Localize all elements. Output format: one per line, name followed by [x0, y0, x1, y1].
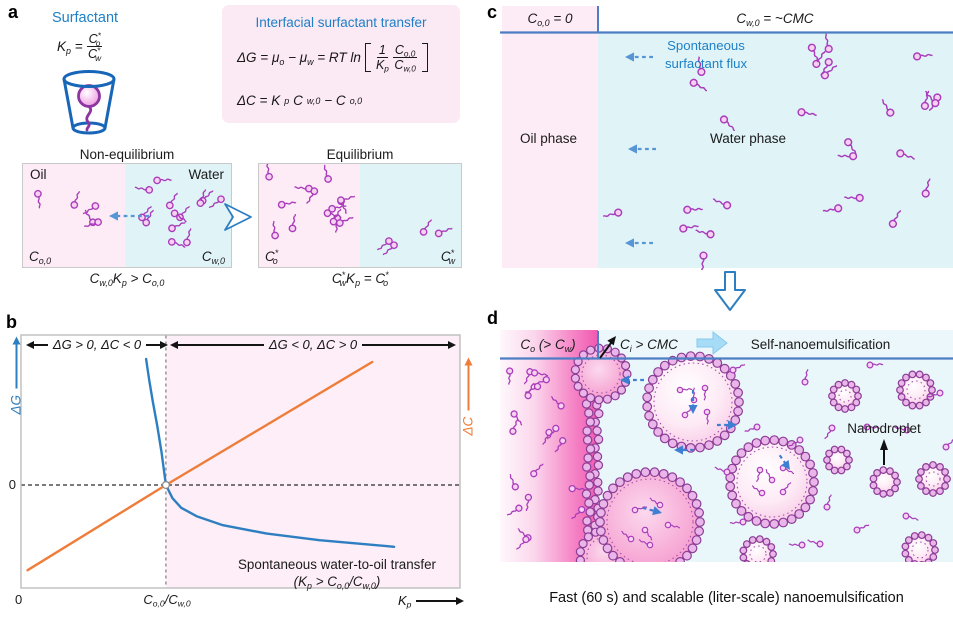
right-transition-arrow-icon: [224, 203, 252, 231]
x-axis-label: Kp: [398, 593, 464, 609]
non-equilibrium-molecules: [34, 176, 226, 250]
plot-background: [21, 335, 460, 588]
surfactant-label: Surfactant: [51, 10, 119, 26]
x-tick-co0-cw0: Co,0/Cw,0: [143, 592, 191, 609]
region-left-annotation: ΔG > 0, ΔC < 0: [26, 337, 168, 352]
delta-g-axis-arrow: [15, 338, 17, 389]
water-label: Water: [188, 167, 224, 182]
panel-d-caption: Fast (60 s) and scalable (liter-scale) n…: [549, 590, 904, 606]
right-arrow-line: [362, 340, 456, 349]
right-arrow-line: [146, 340, 168, 349]
equilibrium-title: Equilibrium: [326, 147, 394, 162]
oil-eq-concentration-label: C*o: [265, 248, 279, 266]
header-oil-concentration: Co,0 = 0: [527, 11, 573, 28]
down-transition-arrow-icon: [714, 271, 746, 311]
non-equilibrium-box: Oil Water Co,0 Cw,0: [22, 163, 232, 268]
zero-y-tick: 0: [8, 477, 16, 492]
header-left-cell-bg: [502, 6, 598, 33]
transfer-equation-box: Interfacial surfactant transfer ΔG = μo …: [222, 5, 460, 123]
d-interface-concentration: Ci > CMC: [620, 337, 678, 354]
non-equilibrium-title: Non-equilibrium: [79, 147, 175, 162]
surfactant-cup-icon: [62, 70, 116, 135]
nanodroplet-label: Nanodroplet: [847, 421, 921, 436]
d-header-right-bg: [598, 330, 953, 358]
oil-phase-bg: [502, 33, 598, 268]
delta-g-equation: ΔG = μo − μw = RT ln 1 Kp Co,0 Cw,0: [237, 43, 429, 74]
oil-phase-label: Oil phase: [519, 131, 578, 146]
left-bracket: [364, 43, 371, 72]
region-right-annotation: ΔG < 0, ΔC > 0: [170, 337, 456, 352]
zero-x-tick: 0: [15, 592, 23, 607]
kp-equation: Kp = C*o C*w: [57, 31, 103, 63]
delta-c-axis-arrow: [467, 359, 469, 411]
oil-label: Oil: [30, 167, 47, 182]
kp-equation-lhs: Kp =: [57, 39, 83, 56]
plot-frame: [20, 334, 461, 589]
equilibrium-condition: C*wKp = C*o: [331, 270, 389, 288]
d-oil-concentration: Co (> Cw): [520, 337, 576, 354]
header-water-concentration: Cw,0 = ~CMC: [736, 11, 814, 28]
transfer-box-title: Interfacial surfactant transfer: [255, 15, 427, 30]
self-nanoemulsification-arrow-icon: [696, 330, 728, 356]
y-axis-right-label: ΔC: [461, 359, 476, 436]
water-eq-concentration-label: C*w: [440, 248, 455, 266]
panel-d-graphic: [500, 330, 953, 562]
panel-c-label: c: [487, 2, 498, 22]
water-phase-label: Water phase: [709, 131, 787, 146]
interface-pointer-arrowhead: [607, 336, 616, 346]
kp-axis-arrow: [416, 596, 464, 605]
left-arrow-line: [26, 340, 48, 349]
right-bracket: [422, 43, 429, 72]
plot-curves: [26, 357, 396, 572]
equilibrium-box: C*o C*w: [258, 163, 462, 268]
interface-pointer-arrow: [599, 342, 612, 359]
water-concentration-label: Cw,0: [201, 249, 225, 266]
kp-equation-fraction: C*o C*w: [86, 31, 103, 63]
non-equilibrium-condition: Cw,0Kp > Co,0: [89, 271, 165, 288]
panel-b-label: b: [6, 312, 17, 332]
water-phase-bg: [598, 33, 953, 268]
panel-c-graphic: [500, 6, 953, 270]
spontaneous-transfer-annotation: Spontaneous water-to-oil transfer (Kp > …: [238, 557, 436, 592]
equilibrium-molecules: [263, 164, 453, 258]
nanodroplet-pointer-arrowhead: [880, 439, 888, 450]
fraction-1-over-kp: 1 Kp: [375, 43, 389, 74]
left-arrow-line: [170, 340, 264, 349]
self-nanoemulsification-label: Self-nanoemulsification: [750, 337, 891, 352]
panel-a-label: a: [8, 2, 19, 22]
oil-concentration-label: Co,0: [29, 249, 52, 266]
panel-d-label: d: [487, 308, 498, 328]
y-axis-left-label: ΔG: [9, 338, 24, 415]
flux-arrows: [625, 52, 656, 248]
panel-b-plot: [20, 334, 461, 589]
spontaneous-flux-label: Spontaneous surfactant flux: [664, 38, 748, 72]
emulsification-field: [506, 343, 953, 562]
fraction-co0-over-cw0: Co,0 Cw,0: [392, 43, 418, 74]
